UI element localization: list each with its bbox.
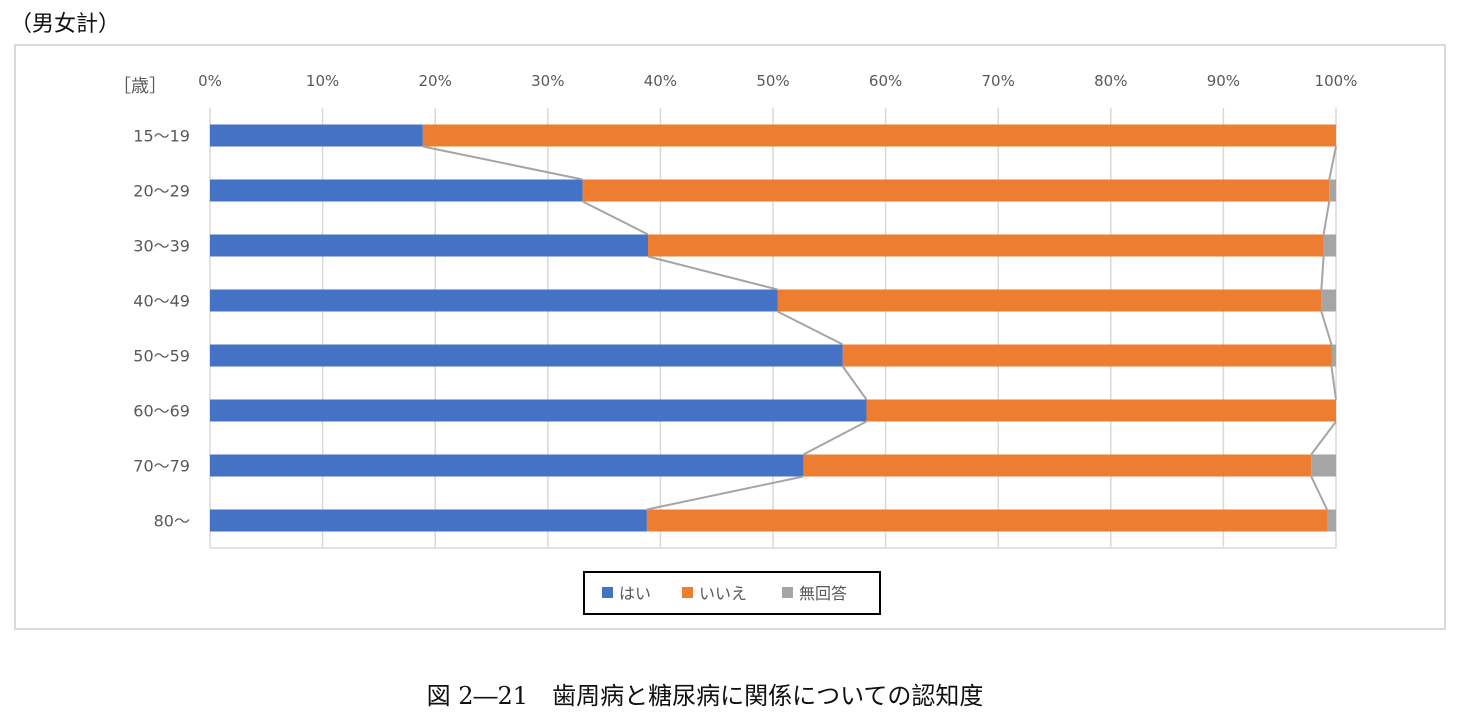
y-tick-label: 50～59 [133,347,190,366]
x-tick-label: 0% [198,72,222,90]
bar-segment [1323,234,1336,257]
legend-swatch [682,587,693,598]
series-line [841,365,868,401]
series-line [1320,256,1325,290]
series-line [647,255,778,291]
bar-segment [1331,344,1336,367]
x-tick-label: 80% [1094,72,1127,90]
bar-segment [210,124,423,147]
series-line [1310,476,1328,510]
series-line [1310,420,1337,456]
x-tick-label: 70% [982,72,1015,90]
series-line [802,420,867,456]
bar-segment [210,454,804,477]
series-line [582,200,649,236]
chart-frame [14,44,1446,630]
series-line [1320,311,1333,345]
series-line [1322,201,1331,235]
y-tick-label: 30～39 [133,237,190,256]
series-line [646,475,804,511]
legend-label: いいえ [699,584,747,603]
x-tick-label: 20% [419,72,452,90]
series-line [777,310,844,346]
bar-segment [210,344,843,367]
bar-segment [210,179,583,202]
x-tick-label: 30% [531,72,564,90]
x-tick-label: 10% [306,72,339,90]
y-tick-label: 60～69 [133,402,190,421]
y-axis-label: ［歳］ [113,76,167,97]
y-tick-label: 70～79 [133,457,190,476]
y-tick-label: 80～ [154,512,190,531]
y-tick-label: 15～19 [133,127,190,146]
x-tick-label: 100% [1315,72,1358,90]
bar-segment [210,289,778,312]
legend-swatch [602,587,613,598]
y-tick-label: 20～29 [133,182,190,201]
legend-box [583,571,881,615]
bar-segment [866,399,1336,422]
bar-segment [582,179,1330,202]
bar-segment [803,454,1312,477]
x-tick-label: 40% [644,72,677,90]
bar-segment [1329,179,1336,202]
bar-segment [648,234,1324,257]
bar-segment [1321,289,1336,312]
bar-segment [210,234,649,257]
x-tick-label: 50% [756,72,789,90]
series-line [1328,146,1337,180]
figure-caption: 図 2―21 歯周病と糖尿病に関係についての認知度 [426,682,984,710]
group-label: （男女計） [10,12,121,37]
bar-segment [777,289,1322,312]
x-tick-label: 90% [1207,72,1240,90]
bar-segment [210,509,647,532]
legend-swatch [782,587,793,598]
y-tick-label: 40～49 [133,292,190,311]
bar-segment [1311,454,1336,477]
bar-segment [1326,509,1336,532]
bar-segment [422,124,1337,147]
bar-segment [842,344,1332,367]
bar-segment [646,509,1327,532]
legend-label: はい [619,584,651,603]
series-line [422,145,583,181]
x-tick-label: 60% [869,72,902,90]
series-line [1330,366,1337,400]
legend-label: 無回答 [799,584,847,603]
bar-segment [210,399,867,422]
